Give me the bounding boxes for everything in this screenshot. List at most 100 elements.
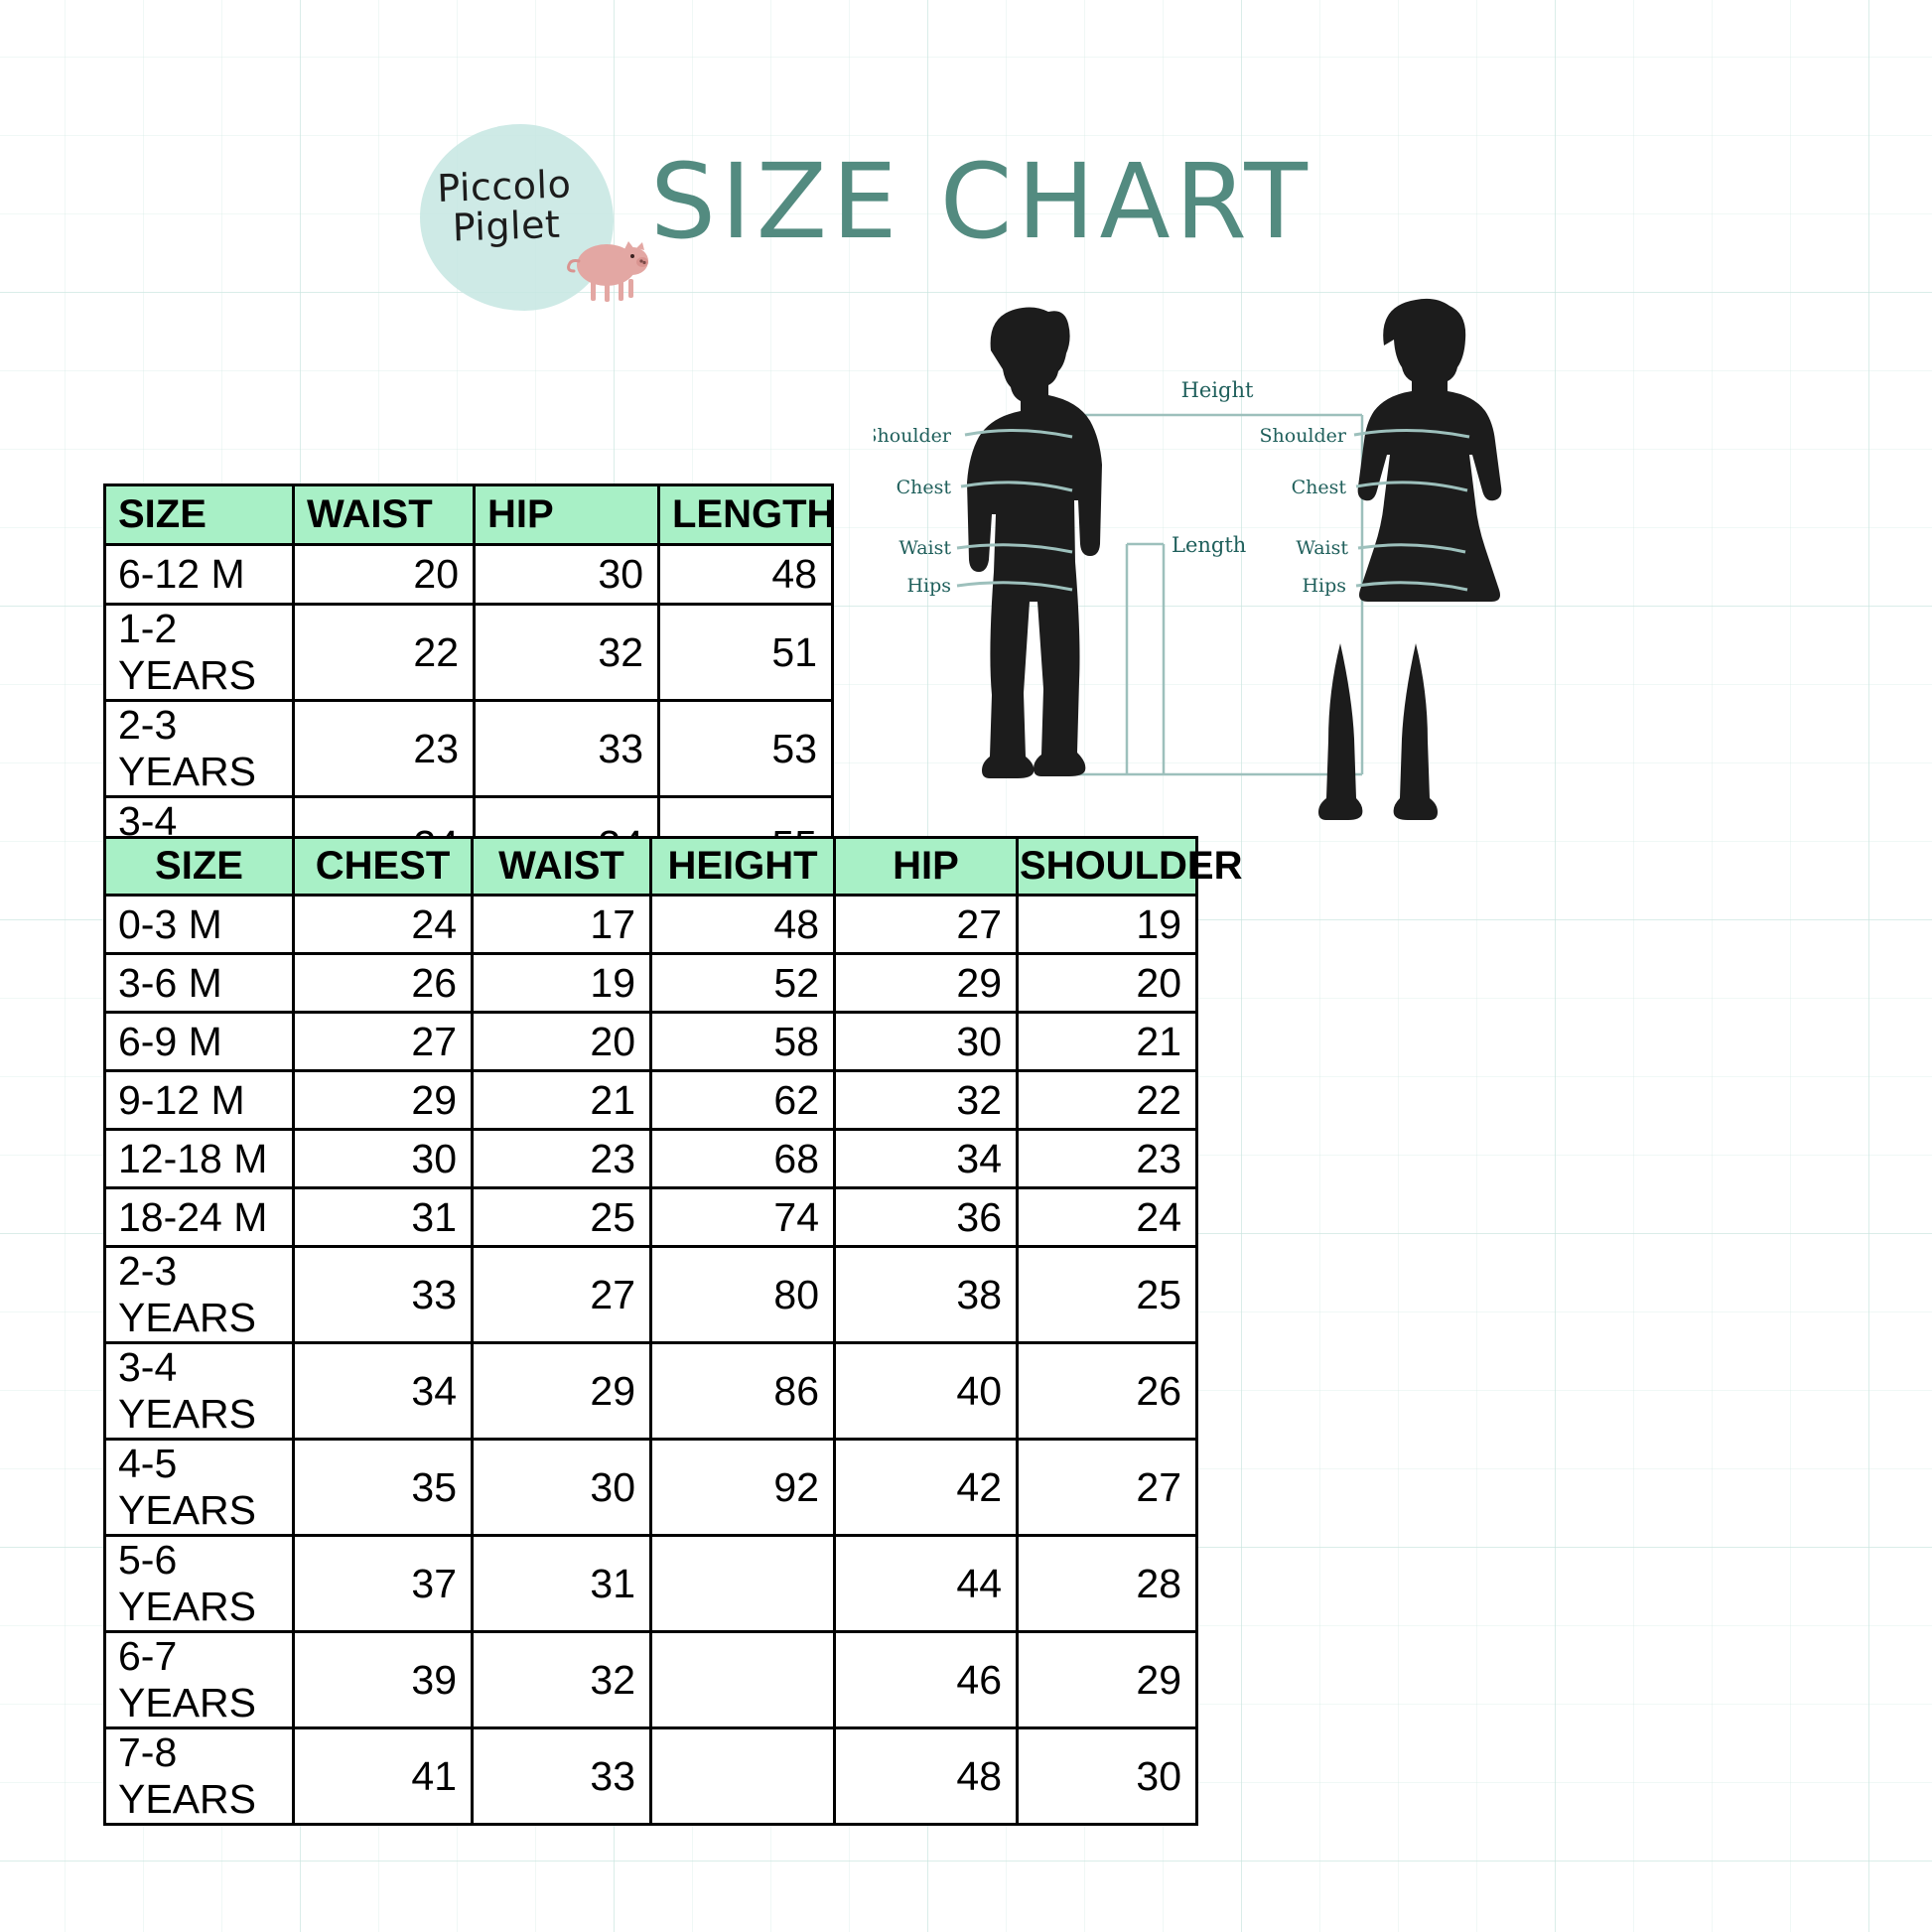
cell-height: 68 [649, 1128, 836, 1189]
cell-size: 3-4 YEARS [103, 1341, 295, 1441]
cell-waist: 22 [292, 603, 476, 702]
cell-chest: 39 [292, 1630, 474, 1729]
cell-length: 51 [657, 603, 834, 702]
label-length: Length [1172, 533, 1246, 557]
cell-hip: 32 [473, 603, 660, 702]
cell-height: 74 [649, 1186, 836, 1248]
cell-size: 2-3 YEARS [103, 1245, 295, 1344]
cell-size: 6-7 YEARS [103, 1630, 295, 1729]
cell-height: 58 [649, 1011, 836, 1072]
cell-size: 4-5 YEARS [103, 1438, 295, 1537]
cell-waist: 25 [471, 1186, 652, 1248]
cell-hip: 46 [833, 1630, 1019, 1729]
cell-shoulder: 26 [1016, 1341, 1198, 1441]
cell-shoulder: 25 [1016, 1245, 1198, 1344]
cell-chest: 37 [292, 1534, 474, 1633]
girl-measure-lines [1353, 428, 1470, 592]
cell-chest: 41 [292, 1726, 474, 1826]
logo-watercolor-blob [420, 124, 614, 311]
table-row: 2-3 YEARS 23 33 53 [103, 699, 834, 798]
page-title: SIZE CHART [650, 141, 1312, 262]
cell-waist: 21 [471, 1069, 652, 1131]
cell-height: 62 [649, 1069, 836, 1131]
girl-label-chest: Chest [1292, 477, 1347, 498]
cell-height: 92 [649, 1438, 836, 1537]
cell-size: 12-18 M [103, 1128, 295, 1189]
cell-size: 0-3 M [103, 894, 295, 955]
cell-size: 5-6 YEARS [103, 1534, 295, 1633]
col-header-size: SIZE [103, 836, 295, 897]
table-row: 3-4 YEARS 34 29 86 40 26 [103, 1341, 1198, 1441]
cell-waist: 20 [292, 543, 476, 606]
cell-hip: 48 [833, 1726, 1019, 1826]
col-header-waist: WAIST [292, 483, 476, 546]
col-header-hip: HIP [833, 836, 1019, 897]
cell-length: 48 [657, 543, 834, 606]
cell-shoulder: 20 [1016, 952, 1198, 1014]
cell-hip: 33 [473, 699, 660, 798]
cell-hip: 36 [833, 1186, 1019, 1248]
table-row: 2-3 YEARS 33 27 80 38 25 [103, 1245, 1198, 1344]
boy-labels: Shoulder Chest Waist Hips [874, 425, 952, 597]
cell-height [649, 1630, 836, 1729]
col-header-shoulder: SHOULDER [1016, 836, 1242, 897]
body-measurement-table: SIZE CHEST WAIST HEIGHT HIP SHOULDER 0-3… [103, 836, 1242, 1826]
cell-waist: 29 [471, 1341, 652, 1441]
table-row: 6-9 M 27 20 58 30 21 [103, 1011, 1198, 1072]
cell-size: 7-8 YEARS [103, 1726, 295, 1826]
cell-size: 1-2 YEARS [103, 603, 295, 702]
cell-hip: 34 [833, 1128, 1019, 1189]
cell-size: 18-24 M [103, 1186, 295, 1248]
girl-label-shoulder: Shoulder [1260, 425, 1347, 447]
cell-hip: 32 [833, 1069, 1019, 1131]
measurement-diagram: Height Length Shoulder Chest Waist Hips [874, 288, 1569, 824]
table-row: 6-12 M 20 30 48 [103, 543, 834, 606]
cell-height: 48 [649, 894, 836, 955]
cell-shoulder: 24 [1016, 1186, 1198, 1248]
cell-hip: 29 [833, 952, 1019, 1014]
cell-chest: 26 [292, 952, 474, 1014]
cell-waist: 33 [471, 1726, 652, 1826]
cell-hip: 44 [833, 1534, 1019, 1633]
table-row: 4-5 YEARS 35 30 92 42 27 [103, 1438, 1198, 1537]
cell-size: 3-6 M [103, 952, 295, 1014]
table-row: 9-12 M 29 21 62 32 22 [103, 1069, 1198, 1131]
page-header: Piccolo Piglet SIZE CHART [0, 119, 1489, 328]
table-row: 7-8 YEARS 41 33 48 30 [103, 1726, 1198, 1826]
girl-label-hips: Hips [1302, 575, 1346, 597]
cell-size: 2-3 YEARS [103, 699, 295, 798]
cell-waist: 20 [471, 1011, 652, 1072]
cell-chest: 24 [292, 894, 474, 955]
col-header-chest: CHEST [292, 836, 474, 897]
boy-silhouette [967, 307, 1102, 778]
cell-waist: 23 [292, 699, 476, 798]
cell-size: 9-12 M [103, 1069, 295, 1131]
cell-chest: 33 [292, 1245, 474, 1344]
cell-height: 80 [649, 1245, 836, 1344]
col-header-size: SIZE [103, 483, 295, 546]
cell-shoulder: 30 [1016, 1726, 1198, 1826]
cell-size: 6-12 M [103, 543, 295, 606]
cell-hip: 42 [833, 1438, 1019, 1537]
cell-hip: 40 [833, 1341, 1019, 1441]
col-header-height: HEIGHT [649, 836, 836, 897]
table-row: 0-3 M 24 17 48 27 19 [103, 894, 1198, 955]
table-header-row: SIZE CHEST WAIST HEIGHT HIP SHOULDER [103, 836, 1242, 897]
cell-size: 6-9 M [103, 1011, 295, 1072]
col-header-waist: WAIST [471, 836, 652, 897]
table-header-row: SIZE WAIST HIP LENGTH [103, 483, 835, 546]
cell-height [649, 1534, 836, 1633]
table-row: 6-7 YEARS 39 32 46 29 [103, 1630, 1198, 1729]
cell-shoulder: 29 [1016, 1630, 1198, 1729]
cell-chest: 31 [292, 1186, 474, 1248]
cell-waist: 17 [471, 894, 652, 955]
cell-hip: 27 [833, 894, 1019, 955]
cell-height: 52 [649, 952, 836, 1014]
cell-shoulder: 23 [1016, 1128, 1198, 1189]
boy-label-hips: Hips [906, 575, 951, 597]
cell-waist: 32 [471, 1630, 652, 1729]
cell-shoulder: 19 [1016, 894, 1198, 955]
col-header-hip: HIP [473, 483, 660, 546]
table-row: 1-2 YEARS 22 32 51 [103, 603, 834, 702]
cell-waist: 19 [471, 952, 652, 1014]
